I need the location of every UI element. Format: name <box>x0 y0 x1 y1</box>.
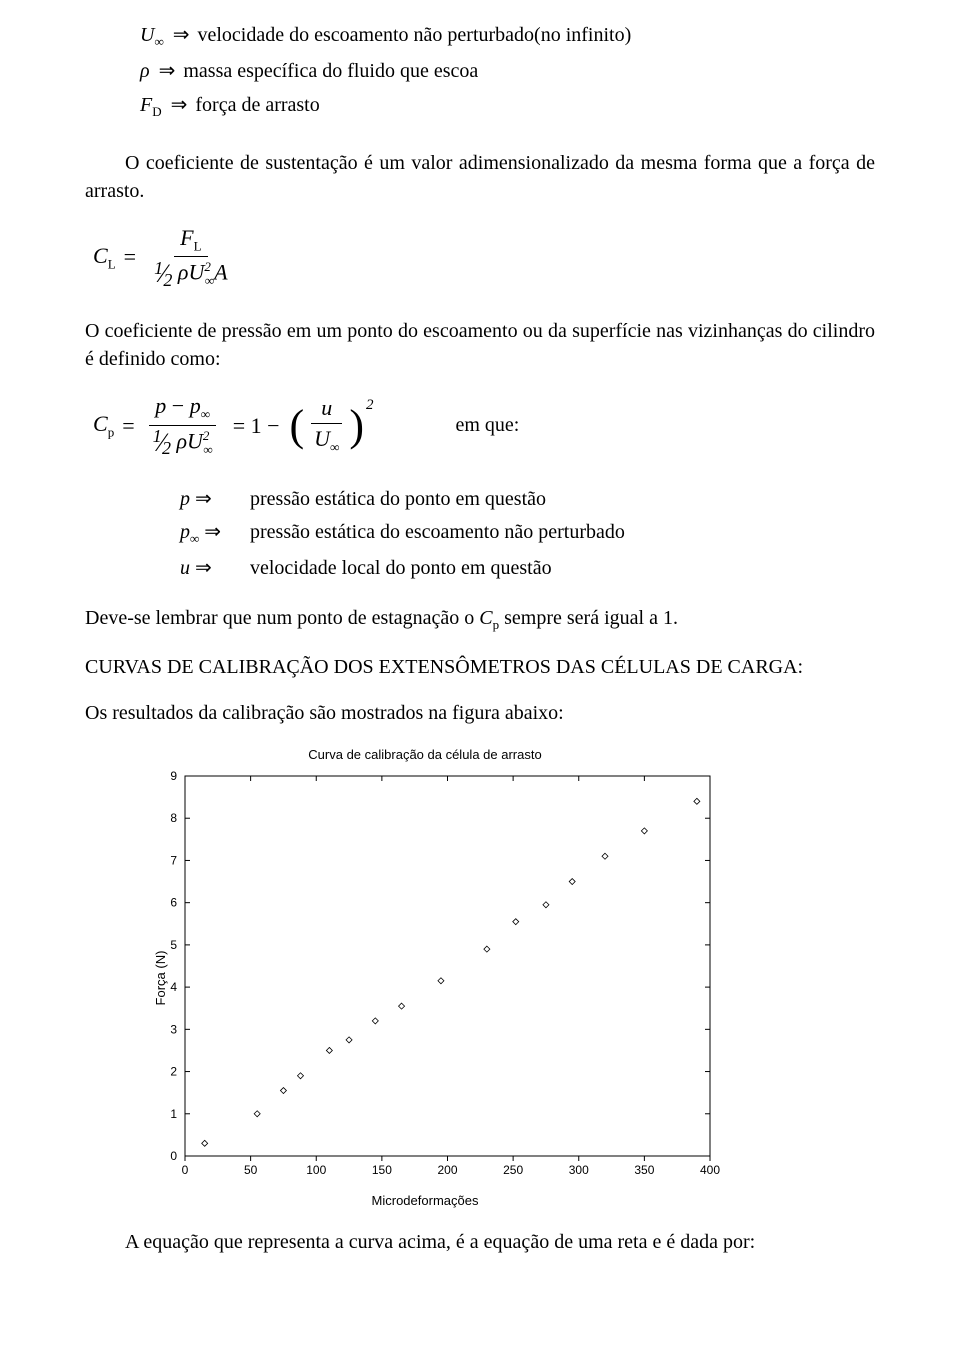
svg-text:150: 150 <box>372 1163 392 1177</box>
paragraph-sustentacao: O coeficiente de sustentação é um valor … <box>85 149 875 205</box>
svg-text:200: 200 <box>437 1163 457 1177</box>
def-text-rho: massa específica do fluido que escoa <box>183 56 478 86</box>
svg-text:400: 400 <box>700 1163 720 1177</box>
svg-text:6: 6 <box>170 896 177 910</box>
symbol-u-inf: U∞ ⇒ <box>140 20 194 52</box>
def-p: p ⇒ pressão estática do ponto em questão <box>85 486 875 511</box>
label-em-que: em que: <box>456 414 520 437</box>
equation-cl: CL = FL 1⁄2 ρU2∞A <box>85 225 875 289</box>
chart-title: Curva de calibração da célula de arrasto <box>145 747 705 762</box>
svg-text:100: 100 <box>306 1163 326 1177</box>
paragraph-equacao-reta: A equação que representa a curva acima, … <box>85 1228 875 1256</box>
paragraph-estagnacao: Deve-se lembrar que num ponto de estagna… <box>85 604 875 634</box>
symbol-fd: FD ⇒ <box>140 90 191 122</box>
svg-text:250: 250 <box>503 1163 523 1177</box>
svg-text:50: 50 <box>244 1163 258 1177</box>
def-rho: ρ ⇒ massa específica do fluido que escoa <box>85 56 875 86</box>
symbol-p: p ⇒ <box>180 486 250 511</box>
svg-text:1: 1 <box>170 1107 177 1121</box>
svg-text:0: 0 <box>170 1149 177 1163</box>
chart-xlabel: Microdeformações <box>145 1193 705 1208</box>
svg-text:2: 2 <box>170 1065 177 1079</box>
calibration-chart: Curva de calibração da célula de arrasto… <box>145 747 875 1208</box>
symbol-rho: ρ ⇒ <box>140 56 179 86</box>
svg-text:7: 7 <box>170 853 177 867</box>
def-text-fd: força de arrasto <box>195 90 319 120</box>
symbol-u: u ⇒ <box>180 555 250 580</box>
svg-text:0: 0 <box>182 1163 189 1177</box>
paragraph-coef-pressao: O coeficiente de pressão em um ponto do … <box>85 317 875 373</box>
def-fd: FD ⇒ força de arrasto <box>85 90 875 122</box>
symbol-p-inf: p∞ ⇒ <box>180 519 250 547</box>
def-u-inf: U∞ ⇒ velocidade do escoamento não pertur… <box>85 20 875 52</box>
svg-text:350: 350 <box>634 1163 654 1177</box>
def-text-u: velocidade local do ponto em questão <box>250 557 552 580</box>
chart-svg: 0 50 100 150 200 250 300 350 400 0 1 2 3 4 5 6 7 8 9 <box>145 766 725 1186</box>
def-text-p: pressão estática do ponto em questão <box>250 488 546 511</box>
paragraph-resultados: Os resultados da calibração são mostrado… <box>85 699 875 727</box>
definitions-block-2: p ⇒ pressão estática do ponto em questão… <box>85 486 875 580</box>
svg-text:300: 300 <box>569 1163 589 1177</box>
def-u: u ⇒ velocidade local do ponto em questão <box>85 555 875 580</box>
def-p-inf: p∞ ⇒ pressão estática do escoamento não … <box>85 519 875 547</box>
definitions-block-1: U∞ ⇒ velocidade do escoamento não pertur… <box>85 20 875 121</box>
equation-cp: Cp = p − p∞ 1⁄2 ρU2∞ = 1 − ( u U∞ ) 2 em… <box>85 393 875 457</box>
def-text-p-inf: pressão estática do escoamento não pertu… <box>250 521 625 544</box>
svg-text:3: 3 <box>170 1022 177 1036</box>
svg-text:9: 9 <box>170 769 177 783</box>
svg-text:5: 5 <box>170 938 177 952</box>
section-heading-curvas: CURVAS DE CALIBRAÇÃO DOS EXTENSÔMETROS D… <box>85 656 875 679</box>
def-text-u-inf: velocidade do escoamento não perturbado(… <box>198 20 632 50</box>
chart-ylabel: Força (N) <box>153 951 168 1006</box>
svg-text:8: 8 <box>170 811 177 825</box>
svg-text:4: 4 <box>170 980 177 994</box>
